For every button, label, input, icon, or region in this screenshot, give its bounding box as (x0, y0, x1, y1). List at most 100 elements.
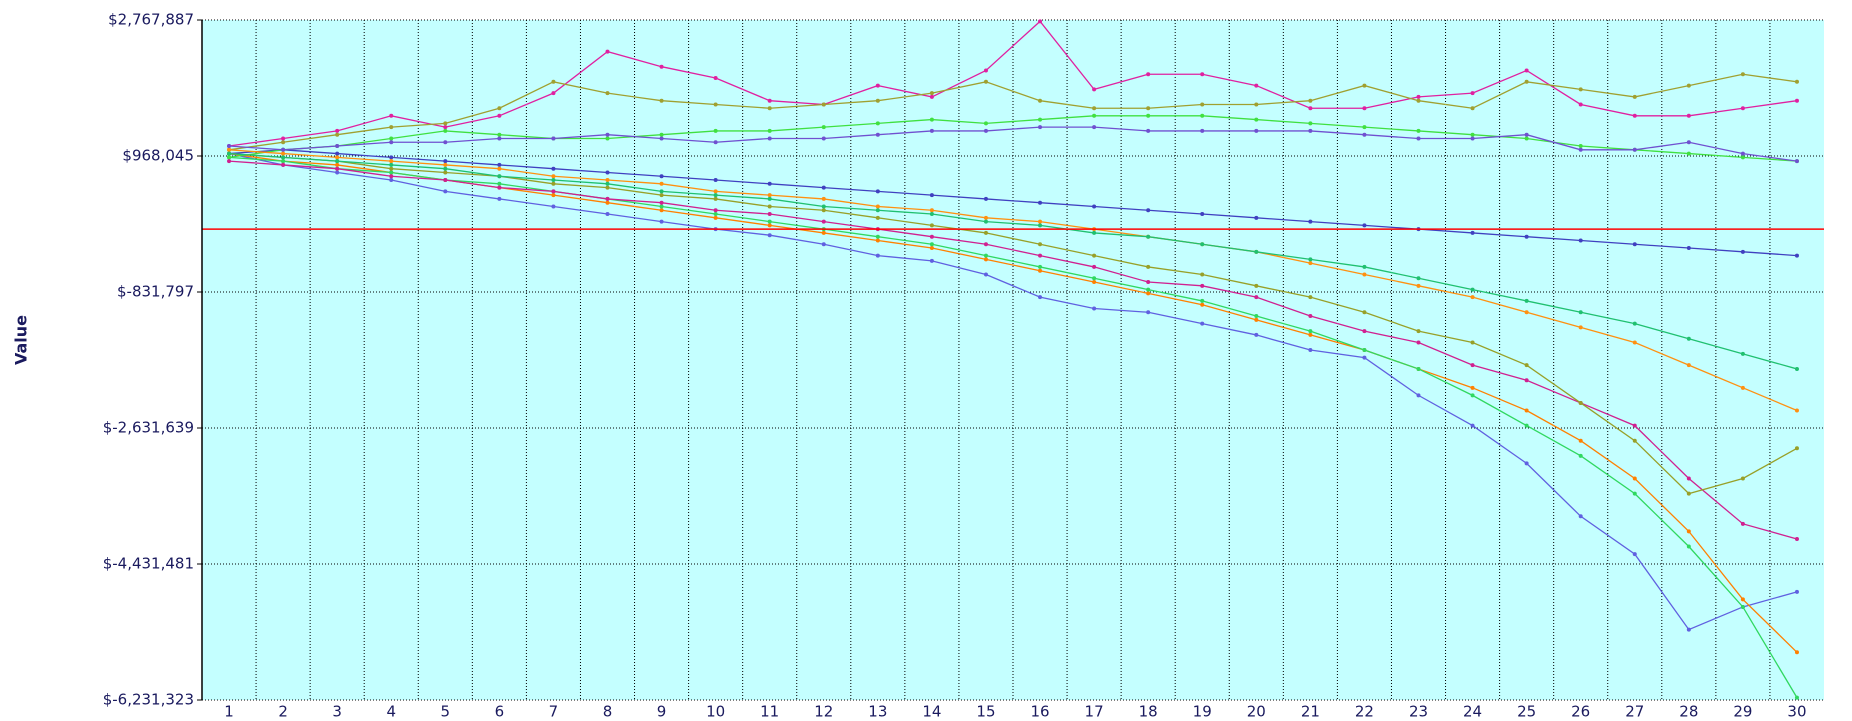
point-marker (1632, 491, 1637, 496)
point-marker (1200, 302, 1205, 307)
point-marker (1308, 106, 1313, 111)
point-marker (821, 219, 826, 224)
point-marker (1686, 83, 1691, 88)
point-marker (335, 159, 340, 164)
point-marker (659, 193, 664, 198)
point-marker (983, 121, 988, 126)
point-marker (389, 170, 394, 175)
point-marker (443, 162, 448, 167)
point-marker (497, 106, 502, 111)
point-marker (1632, 147, 1637, 152)
point-marker (767, 204, 772, 209)
point-marker (1524, 423, 1529, 428)
point-marker (443, 159, 448, 164)
point-marker (929, 223, 934, 228)
point-marker (875, 215, 880, 220)
series-line (228, 115, 1798, 162)
point-marker (605, 196, 610, 201)
point-marker (1470, 385, 1475, 390)
point-marker (767, 212, 772, 217)
x-tick-label: 16 (1030, 703, 1049, 721)
point-marker (983, 257, 988, 262)
point-marker (1092, 125, 1097, 130)
point-marker (443, 166, 448, 171)
point-marker (389, 140, 394, 145)
point-marker (1470, 295, 1475, 300)
x-tick-label: 27 (1625, 703, 1644, 721)
point-marker (1200, 102, 1205, 107)
point-marker (1794, 79, 1799, 84)
point-marker (1524, 298, 1529, 303)
point-marker (929, 91, 934, 96)
point-marker (1470, 136, 1475, 141)
point-marker (497, 185, 502, 190)
x-tick-label: 15 (976, 703, 995, 721)
x-tick-label: 14 (922, 703, 941, 721)
point-marker (1416, 98, 1421, 103)
point-marker (1632, 340, 1637, 345)
point-marker (389, 125, 394, 130)
point-marker (551, 189, 556, 194)
point-marker (713, 189, 718, 194)
point-marker (281, 151, 286, 156)
point-marker (1038, 117, 1043, 122)
point-marker (335, 155, 340, 160)
point-marker (1524, 408, 1529, 413)
point-marker (551, 91, 556, 96)
point-marker (767, 233, 772, 238)
point-marker (1524, 68, 1529, 73)
point-marker (497, 136, 502, 141)
point-marker (1632, 242, 1637, 247)
point-marker (767, 193, 772, 198)
point-marker (1038, 219, 1043, 224)
point-marker (1092, 87, 1097, 92)
x-tick-label: 12 (814, 703, 833, 721)
point-marker (659, 200, 664, 205)
point-marker (1254, 314, 1259, 319)
point-marker (713, 140, 718, 145)
point-marker (1578, 102, 1583, 107)
point-marker (1416, 276, 1421, 281)
x-tick-label: 11 (760, 703, 779, 721)
point-marker (713, 196, 718, 201)
point-marker (1416, 128, 1421, 133)
point-marker (1470, 230, 1475, 235)
point-marker (1794, 253, 1799, 258)
point-marker (1794, 536, 1799, 541)
point-marker (605, 200, 610, 205)
y-tick-label: $968,045 (122, 147, 194, 165)
point-marker (335, 162, 340, 167)
point-marker (389, 162, 394, 167)
point-marker (1470, 91, 1475, 96)
point-marker (1470, 132, 1475, 137)
point-marker (605, 178, 610, 183)
point-marker (281, 159, 286, 164)
point-marker (1686, 151, 1691, 156)
point-marker (443, 140, 448, 145)
point-marker (1686, 113, 1691, 118)
point-marker (1416, 393, 1421, 398)
point-marker (1524, 363, 1529, 368)
point-marker (1362, 125, 1367, 130)
point-marker (1524, 136, 1529, 141)
point-marker (983, 253, 988, 258)
point-marker (659, 208, 664, 213)
point-marker (1092, 253, 1097, 258)
point-marker (1362, 355, 1367, 360)
point-marker (605, 185, 610, 190)
point-marker (659, 64, 664, 69)
point-marker (1794, 650, 1799, 655)
point-marker (1146, 280, 1151, 285)
point-marker (551, 181, 556, 186)
point-marker (1038, 223, 1043, 228)
point-marker (929, 208, 934, 213)
point-marker (983, 272, 988, 277)
point-marker (1686, 491, 1691, 496)
point-marker (1362, 83, 1367, 88)
point-marker (929, 246, 934, 251)
point-marker (929, 234, 934, 239)
point-marker (713, 215, 718, 220)
point-marker (1362, 106, 1367, 111)
point-marker (1470, 106, 1475, 111)
